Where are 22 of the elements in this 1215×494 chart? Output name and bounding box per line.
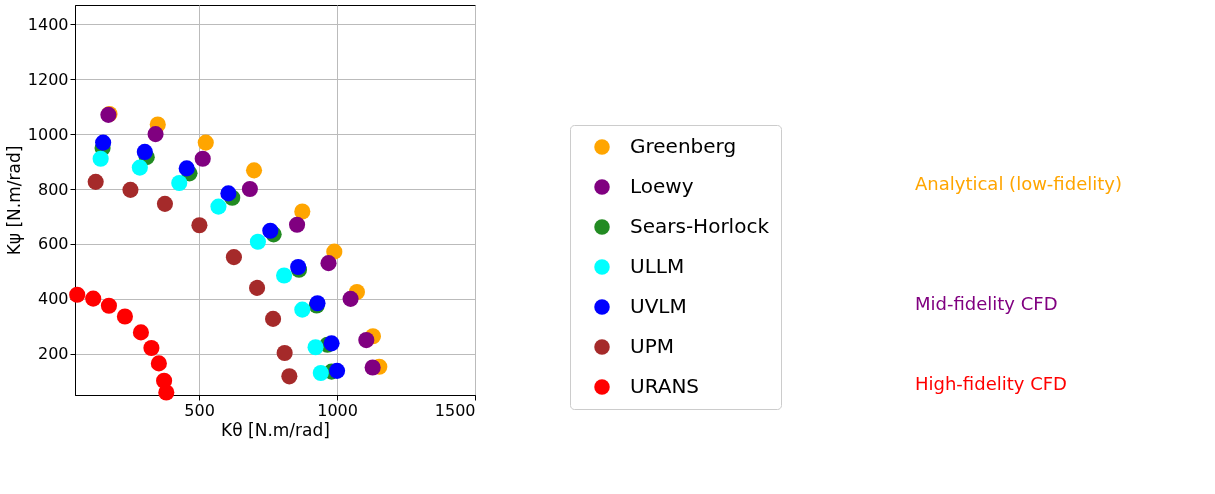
x-tick-label: 500 [184,400,215,420]
y-tick-label: 600 [37,234,69,254]
legend-label: Greenberg [630,134,737,158]
y-tick-label: 1400 [27,14,69,34]
text: Mid-fidelity CFD [915,293,1058,314]
legend-label: UVLM [630,294,687,318]
y-tick-label: 200 [37,344,69,364]
y-axis-title: Kψ [N.m/rad] [3,145,24,256]
x-tick-label: 1000 [317,400,358,420]
text: Analytical (low-fidelity) [915,173,1122,194]
x-tick-label: 1500 [434,400,476,420]
legend-label: ULLM [630,254,685,278]
y-tick-label: 1200 [27,69,69,89]
y-tick-label: 400 [37,289,69,309]
legend-label: Sears-Horlock [630,214,770,238]
legend-label: UPM [630,334,674,358]
y-tick-label: 800 [37,179,69,199]
legend-label: URANS [630,374,700,398]
x-axis-title: Kθ [N.m/rad] [221,419,330,440]
y-tick-label: 1000 [27,124,69,144]
text: High-fidelity CFD [915,373,1067,394]
legend-label: Loewy [630,174,694,198]
